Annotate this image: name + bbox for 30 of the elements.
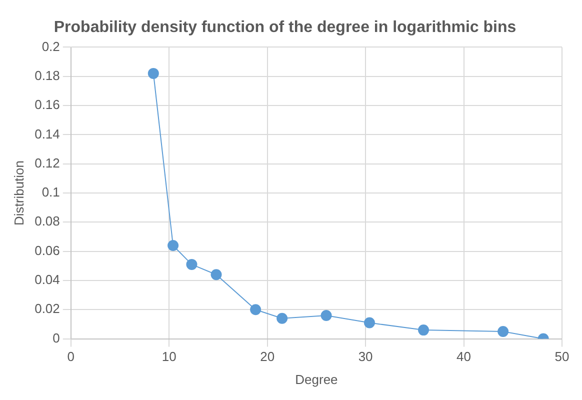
chart-title: Probability density function of the degree in logarithmic bins: [54, 19, 516, 36]
x-tick-label: 30: [358, 349, 373, 364]
y-tick-label: 0.08: [34, 214, 60, 229]
point: [364, 317, 375, 328]
y-axis-title: Distribution: [11, 160, 26, 226]
y-tick-label: 0.18: [34, 68, 60, 83]
point: [210, 269, 222, 280]
y-tick-label: 0.14: [34, 126, 60, 142]
x-axis-title: Degree: [295, 372, 338, 387]
point: [148, 68, 159, 79]
point: [276, 312, 288, 324]
point: [418, 324, 430, 336]
y-tick-label: 0: [52, 330, 60, 346]
point: [250, 304, 262, 316]
x-tick-label: 20: [260, 349, 275, 364]
point: [186, 258, 198, 270]
y-tick-label: 0.04: [34, 272, 60, 288]
x-tick-label: 50: [554, 349, 570, 364]
x-tick-label: 40: [456, 349, 472, 364]
y-tick-label: 0.02: [34, 301, 60, 316]
y-tick-label: 0.06: [34, 242, 60, 258]
y-tick-label: 0.12: [34, 155, 60, 170]
point: [498, 326, 509, 338]
x-tick-label: 10: [162, 349, 176, 364]
point: [320, 310, 332, 321]
y-tick-label: 0.1: [42, 184, 60, 200]
x-tick-label: 0: [67, 349, 75, 364]
y-tick-label: 0.2: [42, 38, 60, 54]
point: [168, 240, 179, 251]
y-tick-label: 0.16: [34, 97, 60, 112]
